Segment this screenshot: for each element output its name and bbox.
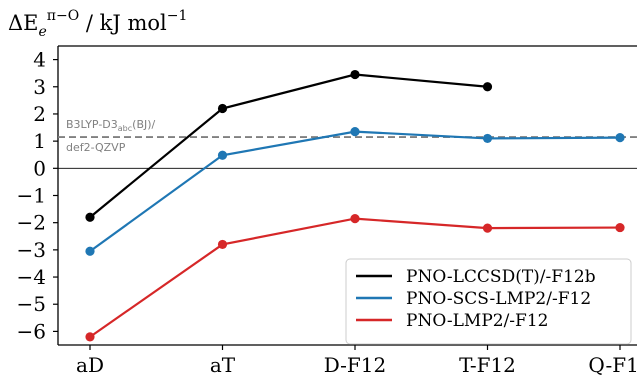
reference-line-label-line2: def2-QZVP <box>66 141 126 154</box>
x-tick-label: aT <box>210 353 236 377</box>
series-line <box>89 130 621 253</box>
y-tick-label: −3 <box>17 238 46 262</box>
y-tick-label: −1 <box>17 184 46 208</box>
data-point <box>217 150 228 160</box>
data-point <box>217 239 228 250</box>
y-tick-label: 2 <box>33 102 46 126</box>
x-tick-label: T-F12 <box>459 353 516 377</box>
data-point <box>482 133 493 144</box>
legend-label: PNO-SCS-LMP2/-F12 <box>406 289 591 309</box>
y-tick-label: −5 <box>17 292 46 316</box>
data-point <box>85 212 95 222</box>
data-point <box>350 214 360 224</box>
y-tick-label: 4 <box>33 48 46 72</box>
data-point <box>615 133 625 143</box>
data-point <box>350 69 360 80</box>
y-tick-label: −4 <box>17 265 46 289</box>
y-axis-title-subscript: e <box>39 24 47 40</box>
data-point <box>85 246 95 256</box>
x-tick-label: aD <box>76 353 104 377</box>
legend-box <box>345 258 632 345</box>
data-point <box>482 82 493 92</box>
data-point <box>615 222 625 233</box>
legend-label: PNO-LCCSD(T)/-F12b <box>406 267 596 287</box>
y-tick-label: 1 <box>33 129 46 153</box>
data-point <box>482 223 493 233</box>
y-axis-title: ΔEeπ−O / kJ mol−1 <box>8 8 187 40</box>
y-axis-title-unit: / kJ mol <box>79 11 167 35</box>
x-tick-label: D-F12 <box>324 353 387 377</box>
y-tick-label: 0 <box>33 156 46 180</box>
series-line <box>89 73 488 219</box>
data-point <box>217 103 228 114</box>
y-axis-title-delta-e: ΔE <box>8 11 39 35</box>
x-tick-label: Q-F12 <box>588 353 637 377</box>
y-tick-label: 3 <box>33 75 46 99</box>
data-point <box>85 332 95 342</box>
plot-area: 4 3 2 1 0 −1 −2 −3 −4 −5 −6 aD aT D-F12 T-F12 Q-F12 B3LY… <box>17 45 637 377</box>
y-tick-label: −6 <box>17 319 46 343</box>
legend: PNO-LCCSD(T)/-F12bPNO-SCS-LMP2/-F12PNO-L… <box>345 258 632 345</box>
reference-line-label: B3LYP-D3abc(BJ)/ <box>66 118 156 133</box>
y-axis-title-unit-superscript: −1 <box>167 8 188 24</box>
y-axis-title-superscript: π−O <box>47 8 79 24</box>
y-tick-label: −2 <box>17 211 46 235</box>
legend-label: PNO-LMP2/-F12 <box>406 311 548 331</box>
data-point <box>350 127 360 137</box>
